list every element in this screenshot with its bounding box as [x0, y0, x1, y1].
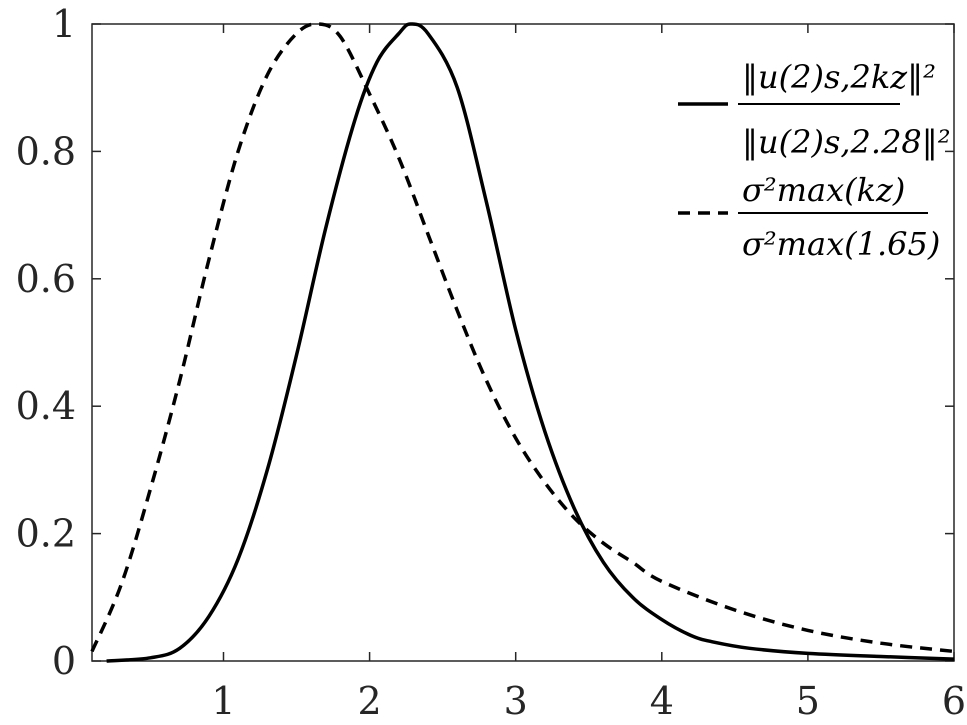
legend-entry-1-denominator: ‖u(2)s,2.28‖² [742, 123, 951, 161]
y-tick-label: 0 [52, 639, 76, 683]
plot-frame [91, 23, 955, 662]
legend-entry-2-denominator: σ²max(1.65) [742, 225, 940, 263]
x-tick-label: 4 [650, 679, 674, 723]
x-tick-label: 2 [357, 679, 381, 723]
y-tick-label: 0.6 [16, 257, 76, 301]
x-tick-label: 1 [211, 679, 235, 723]
y-tick-label: 1 [52, 2, 76, 46]
legend: ‖u(2)s,2kz‖² ‖u(2)s,2.28‖² σ²max(kz) σ²m… [678, 58, 951, 263]
series-lines [90, 22, 955, 663]
x-tick-label: 5 [796, 679, 820, 723]
legend-entry-1-numerator: ‖u(2)s,2kz‖² [742, 58, 936, 96]
series-line-solid [106, 22, 955, 663]
y-tick-label: 0.4 [16, 384, 76, 428]
y-tick-label: 0.2 [16, 512, 76, 556]
x-tick-label: 3 [504, 679, 528, 723]
axes: 1 2 3 4 5 6 0 0.2 0.4 0.6 0.8 1 [16, 2, 967, 723]
y-tick-label: 0.8 [16, 129, 76, 173]
x-tick-label: 6 [942, 679, 966, 723]
legend-entry-2-numerator: σ²max(kz) [742, 171, 905, 209]
series-line-dashed [90, 22, 955, 654]
